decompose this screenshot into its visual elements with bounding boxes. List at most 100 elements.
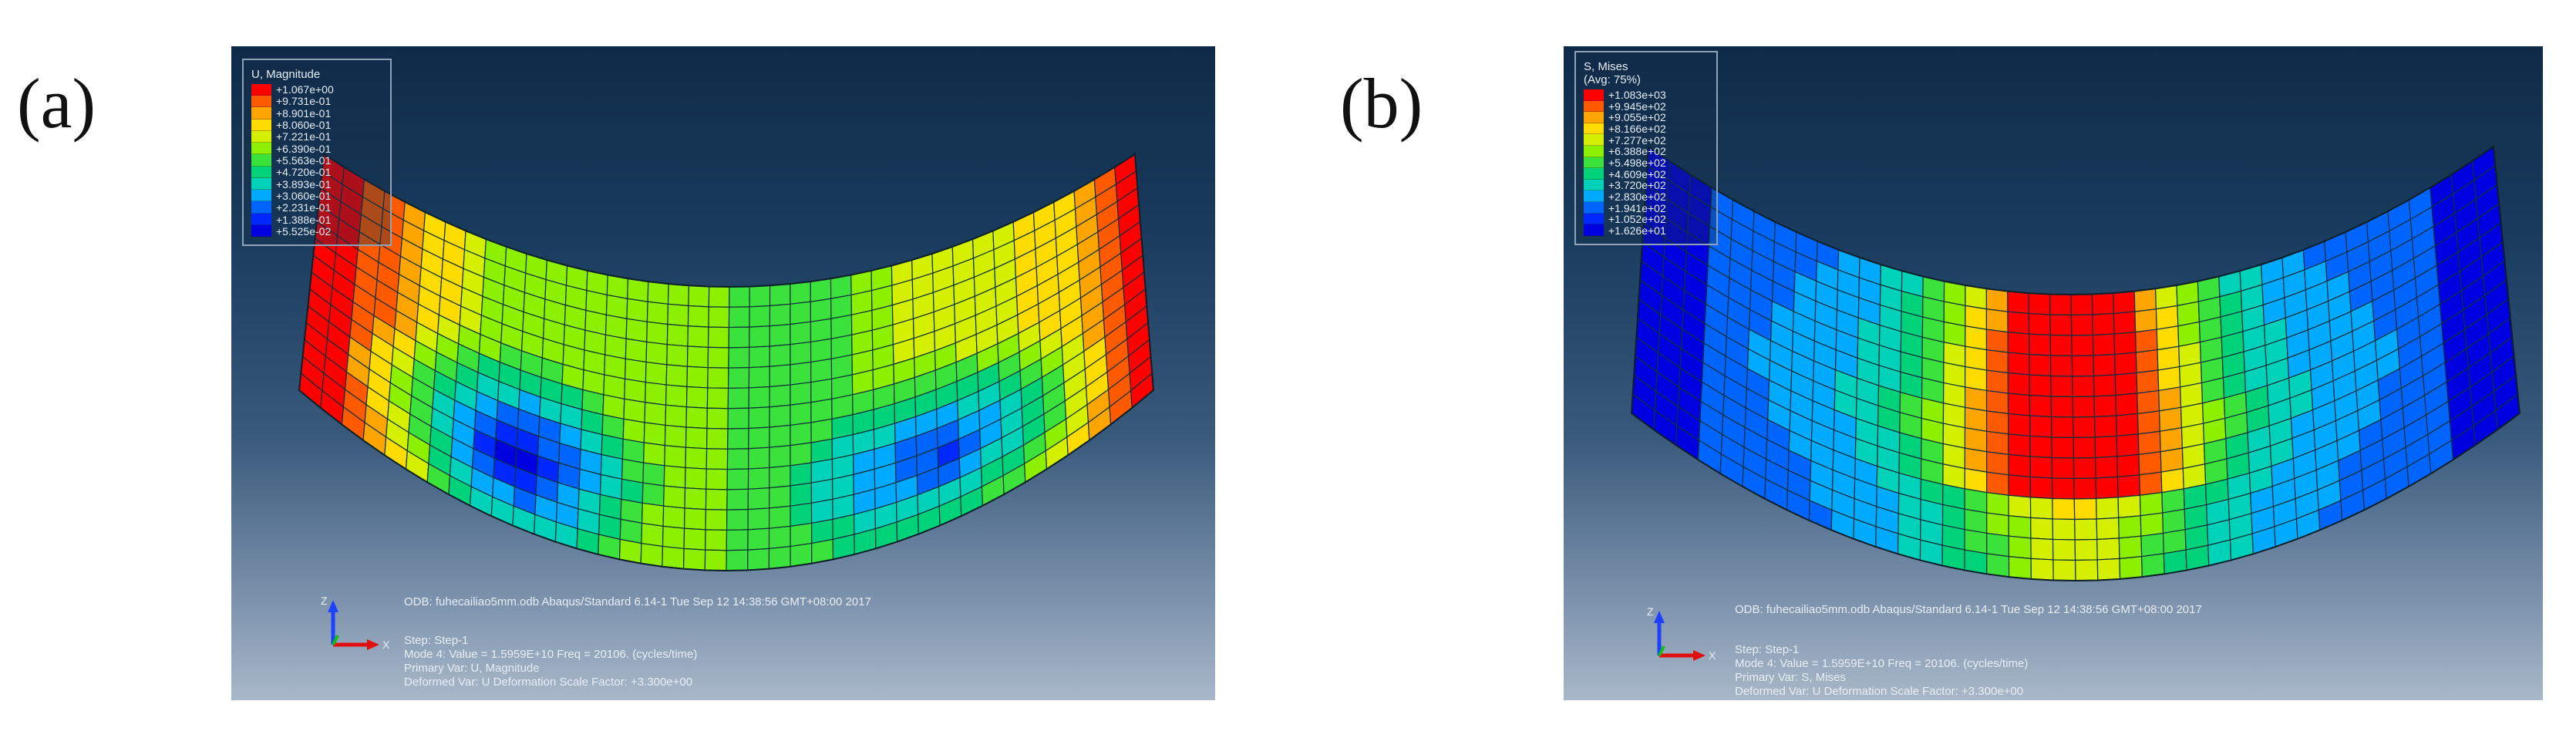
- mesh-element: [2008, 453, 2031, 478]
- mesh-element: [727, 387, 749, 409]
- legend-swatch: [251, 201, 271, 214]
- mesh-element: [2160, 467, 2184, 494]
- mesh-element: [729, 285, 750, 308]
- mesh-element: [790, 381, 812, 406]
- mesh-element: [769, 485, 791, 509]
- triad-x-label-a: X: [382, 639, 390, 651]
- mesh-element: [2029, 476, 2053, 500]
- mesh-element: [2051, 457, 2075, 480]
- mesh-element: [726, 468, 749, 490]
- mesh-element: [790, 281, 811, 305]
- legend-value: +5.525e-02: [276, 224, 332, 238]
- mesh-element: [685, 406, 708, 430]
- mesh-element: [2134, 308, 2157, 333]
- mesh-element: [2141, 553, 2165, 578]
- mesh-element: [647, 281, 669, 305]
- legend-value: +4.720e-01: [276, 166, 332, 179]
- mesh-element: [1965, 345, 1988, 371]
- mesh-element: [705, 488, 728, 511]
- legend-value: +8.060e-01: [276, 118, 332, 131]
- info-block-a: Step: Step-1 Mode 4: Value = 1.5959E+10 …: [404, 634, 697, 689]
- mesh-element: [2135, 329, 2158, 353]
- legend-swatch: [251, 177, 271, 190]
- mesh-element: [2071, 334, 2094, 357]
- mesh-element: [641, 482, 665, 507]
- mesh-element: [769, 344, 791, 367]
- mesh-element: [1965, 366, 1988, 392]
- mesh-element: [2118, 515, 2142, 539]
- mesh-element: [666, 344, 689, 367]
- mesh-element: [685, 447, 708, 470]
- mesh-element: [688, 285, 710, 308]
- mesh-element: [1986, 471, 2009, 496]
- mesh-element: [749, 305, 771, 328]
- mesh-element: [769, 323, 791, 347]
- mesh-element: [2091, 292, 2115, 315]
- legend-swatch: [1584, 146, 1604, 157]
- mesh-element: [790, 422, 812, 447]
- mesh-element: [2092, 312, 2115, 336]
- mesh-element: [2116, 433, 2140, 457]
- mesh-element: [2052, 518, 2076, 541]
- info-step-a: Step: Step-1: [404, 634, 469, 647]
- mesh-element: [705, 468, 729, 490]
- info-mode-b: Mode 4: Value = 1.5959E+10 Freq = 20106.…: [1735, 657, 2029, 670]
- mesh-element: [2140, 512, 2164, 537]
- mesh-element: [748, 386, 770, 409]
- legend-swatch: [251, 143, 271, 155]
- mesh-element: [2159, 427, 2184, 453]
- mesh-element: [2070, 314, 2094, 336]
- mesh-element: [705, 508, 728, 531]
- mesh-element: [2029, 374, 2052, 397]
- mesh-element: [2007, 352, 2030, 376]
- mesh-element: [687, 305, 709, 328]
- legend-value: +6.390e-01: [276, 142, 332, 155]
- mesh-element: [2073, 477, 2097, 500]
- mesh-element: [2093, 374, 2116, 397]
- mesh-element: [2049, 334, 2073, 357]
- info-odb-a: ODB: fuhecailiao5mm.odb Abaqus/Standard …: [404, 595, 871, 608]
- mesh-element: [2029, 456, 2053, 479]
- axis-triad-b: Z X: [1642, 603, 1735, 665]
- mesh-element: [2115, 413, 2139, 437]
- mesh-element: [747, 548, 770, 571]
- info-primary-a: Primary Var: U, Magnitude: [404, 662, 540, 675]
- info-primary-b: Primary Var: S, Mises: [1735, 671, 1846, 684]
- legend-values-a: +1.067e+00 +9.731e-01 +8.901e-01 +8.060e-01…: [276, 84, 334, 237]
- deformed-mesh-b: [1630, 145, 2521, 582]
- mesh-element: [663, 465, 686, 489]
- mesh-element: [625, 318, 648, 343]
- mesh-element: [1965, 325, 1988, 351]
- mesh-element: [769, 283, 791, 307]
- mesh-element: [624, 378, 646, 403]
- mesh-element: [684, 487, 707, 511]
- mesh-element: [662, 545, 685, 570]
- legend-value: +1.067e+00: [276, 83, 334, 96]
- mesh-element: [2029, 435, 2052, 459]
- legend-swatch: [1584, 157, 1604, 169]
- mesh-element: [2049, 355, 2073, 377]
- mesh-element: [683, 507, 707, 531]
- mesh-element: [726, 508, 749, 531]
- mesh-element: [2007, 393, 2031, 416]
- mesh-element: [2095, 456, 2119, 479]
- mesh-element: [1986, 491, 2009, 517]
- mesh-element: [667, 303, 689, 327]
- mesh-element: [2007, 311, 2030, 335]
- legend-value: +9.055e+02: [1608, 111, 1666, 124]
- mesh-element: [790, 341, 812, 366]
- mesh-element: [682, 548, 706, 571]
- mesh-element: [2050, 416, 2074, 439]
- mesh-element: [2138, 451, 2162, 476]
- mesh-element: [2072, 396, 2096, 418]
- mesh-element: [705, 529, 728, 551]
- mesh-element: [683, 527, 706, 551]
- mesh-element: [2133, 288, 2157, 312]
- mesh-element: [768, 525, 791, 550]
- mesh-element: [2092, 333, 2116, 356]
- legend-swatch: [1584, 112, 1604, 123]
- mesh-element: [1985, 389, 2009, 415]
- legend-title-a: U, Magnitude: [251, 68, 321, 81]
- mesh-element: [663, 485, 686, 509]
- mesh-element: [2052, 559, 2076, 581]
